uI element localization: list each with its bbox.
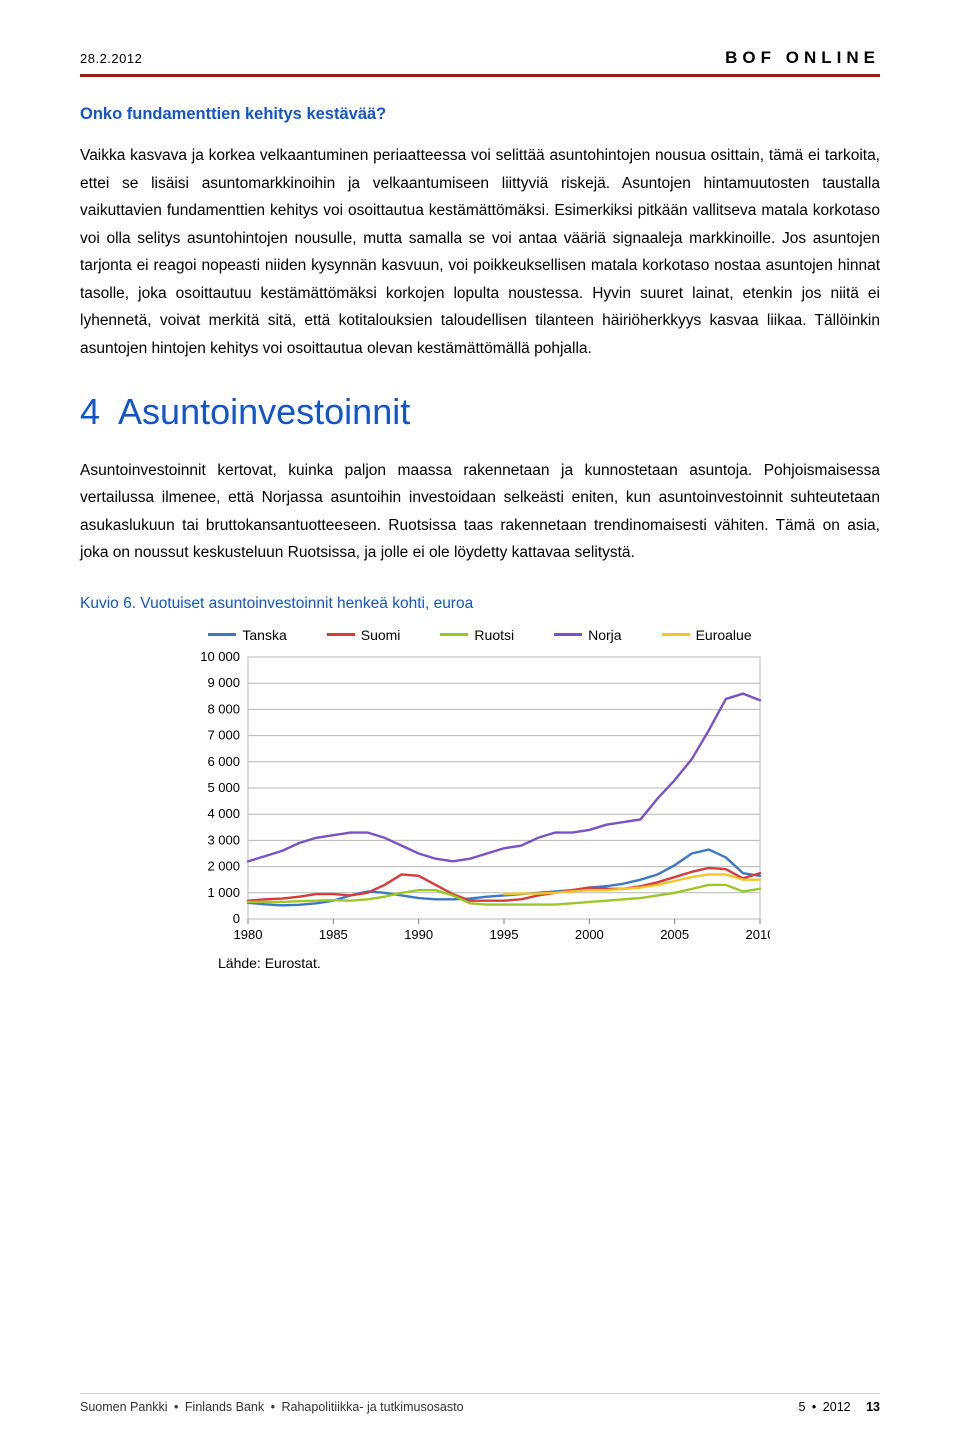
- svg-text:8 000: 8 000: [207, 701, 240, 716]
- footer-left: Suomen Pankki • Finlands Bank • Rahapoli…: [80, 1400, 464, 1414]
- svg-text:1985: 1985: [319, 927, 348, 942]
- svg-text:10 000: 10 000: [200, 651, 240, 664]
- svg-text:9 000: 9 000: [207, 675, 240, 690]
- legend-swatch: [554, 633, 582, 636]
- svg-text:1995: 1995: [490, 927, 519, 942]
- section-number: 4: [80, 391, 100, 432]
- svg-text:4 000: 4 000: [207, 806, 240, 821]
- svg-text:1 000: 1 000: [207, 885, 240, 900]
- legend-swatch: [327, 633, 355, 636]
- legend-swatch: [440, 633, 468, 636]
- svg-text:2010: 2010: [746, 927, 770, 942]
- figure-caption: Kuvio 6. Vuotuiset asuntoinvestoinnit he…: [80, 595, 880, 613]
- paragraph-2: Asuntoinvestoinnit kertovat, kuinka palj…: [80, 457, 880, 567]
- header-date: 28.2.2012: [80, 51, 142, 66]
- chart-container: Tanska Suomi Ruotsi Norja Euroalue 0 1 000 2 0…: [190, 627, 770, 951]
- svg-text:3 000: 3 000: [207, 832, 240, 847]
- svg-text:5 000: 5 000: [207, 780, 240, 795]
- chart-source: Lähde: Eurostat.: [218, 955, 880, 971]
- subheading: Onko fundamenttien kehitys kestävää?: [80, 105, 880, 124]
- svg-text:1980: 1980: [234, 927, 263, 942]
- paragraph-1: Vaikka kasvava ja korkea velkaantuminen …: [80, 142, 880, 363]
- svg-text:0: 0: [233, 911, 240, 926]
- svg-text:6 000: 6 000: [207, 754, 240, 769]
- footer-page: 13: [866, 1400, 880, 1414]
- legend-item: Tanska: [208, 627, 286, 643]
- legend-label: Euroalue: [696, 627, 752, 643]
- legend-label: Ruotsi: [474, 627, 514, 643]
- legend-label: Norja: [588, 627, 621, 643]
- section-heading: 4 Asuntoinvestoinnit: [80, 391, 880, 433]
- svg-text:2000: 2000: [575, 927, 604, 942]
- header-rule: [80, 74, 880, 77]
- legend-item: Ruotsi: [440, 627, 514, 643]
- svg-text:2005: 2005: [660, 927, 689, 942]
- footer-issue: 5: [798, 1400, 805, 1414]
- legend-swatch: [208, 633, 236, 636]
- header-brand: BOF ONLINE: [725, 48, 880, 68]
- legend-item: Euroalue: [662, 627, 752, 643]
- svg-text:7 000: 7 000: [207, 728, 240, 743]
- legend-label: Suomi: [361, 627, 401, 643]
- legend-item: Suomi: [327, 627, 401, 643]
- svg-text:2 000: 2 000: [207, 859, 240, 874]
- page-footer: Suomen Pankki • Finlands Bank • Rahapoli…: [80, 1393, 880, 1414]
- footer-right: 5 • 2012 13: [798, 1400, 880, 1414]
- line-chart: 0 1 000 2 000 3 000 4 000 5 000 6 000 7 000 8 00…: [190, 651, 770, 951]
- page-header: 28.2.2012 BOF ONLINE: [80, 48, 880, 68]
- legend-swatch: [662, 633, 690, 636]
- footer-year: 2012: [823, 1400, 851, 1414]
- bullet-icon: •: [812, 1400, 816, 1414]
- chart-legend: Tanska Suomi Ruotsi Norja Euroalue: [190, 627, 770, 643]
- legend-label: Tanska: [242, 627, 286, 643]
- svg-text:1990: 1990: [404, 927, 433, 942]
- legend-item: Norja: [554, 627, 621, 643]
- section-title: Asuntoinvestoinnit: [118, 391, 410, 432]
